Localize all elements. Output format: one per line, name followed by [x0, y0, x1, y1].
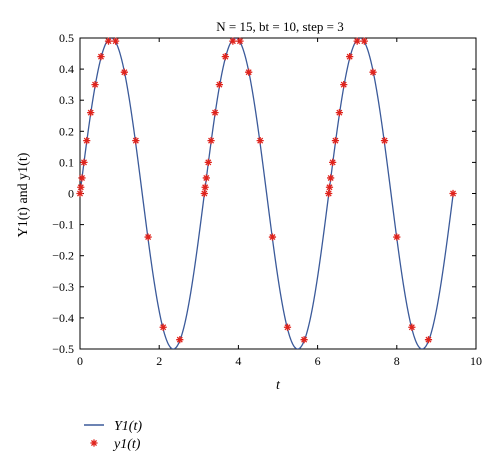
marker-point	[331, 137, 340, 145]
y-tick-label: 0.3	[59, 93, 74, 107]
marker-point	[200, 189, 208, 198]
marker-point	[327, 174, 335, 182]
marker-point	[360, 37, 368, 45]
y-tick-label: −0.2	[52, 249, 74, 263]
chart-title: N = 15, bt = 10, step = 3	[216, 19, 343, 34]
plot-area	[79, 37, 477, 350]
marker-point	[132, 137, 140, 145]
marker-point	[300, 336, 308, 344]
x-axis-label: t	[276, 378, 281, 393]
marker-point	[380, 137, 389, 145]
y-tick-label: 0.4	[59, 62, 74, 76]
marker-point	[236, 37, 244, 45]
x-tick-label: 6	[315, 354, 321, 368]
marker-point	[393, 233, 401, 241]
marker-point	[346, 53, 354, 61]
y-tick-label: −0.5	[52, 342, 74, 356]
marker-point	[144, 233, 152, 241]
marker-point	[104, 37, 113, 45]
legend-star-swatch	[90, 439, 98, 447]
x-tick-label: 10	[470, 354, 482, 368]
marker-point	[207, 137, 215, 145]
marker-point	[159, 323, 167, 331]
y-tick-label: 0.5	[59, 31, 74, 45]
legend: Y1(t) y1(t)	[84, 419, 142, 452]
legend-star-icon	[90, 439, 98, 447]
marker-point	[268, 233, 277, 241]
marker-point	[353, 37, 361, 45]
marker-point	[211, 109, 219, 117]
marker-point	[229, 37, 237, 45]
y-tick-label: −0.4	[52, 311, 74, 325]
marker-point	[83, 137, 91, 145]
marker-point	[325, 189, 333, 198]
marker-point	[340, 81, 348, 89]
y-tick-label: −0.3	[52, 280, 74, 294]
marker-point	[256, 137, 264, 145]
marker-point	[283, 323, 292, 331]
legend-label-markers: y1(t)	[112, 437, 141, 452]
marker-point	[215, 81, 223, 89]
marker-point	[78, 174, 86, 182]
x-tick-label: 4	[235, 354, 241, 368]
marker-point	[221, 53, 229, 61]
series-line-Y1	[80, 38, 454, 349]
marker-point	[76, 189, 84, 198]
marker-point	[87, 109, 95, 117]
x-tick-label: 8	[394, 354, 400, 368]
marker-point	[202, 174, 210, 182]
marker-point	[449, 189, 457, 198]
marker-point	[120, 68, 128, 76]
marker-point	[112, 37, 120, 45]
marker-point	[325, 183, 334, 191]
y-tick-label: −0.1	[52, 218, 74, 232]
marker-point	[369, 68, 377, 76]
marker-point	[77, 183, 85, 191]
y-tick-label: 0.1	[59, 155, 74, 169]
marker-point	[97, 53, 105, 61]
marker-point	[91, 81, 99, 89]
marker-point	[408, 323, 416, 331]
x-tick-label: 0	[77, 354, 83, 368]
marker-point	[176, 336, 184, 344]
marker-point	[201, 183, 209, 191]
marker-point	[335, 109, 343, 117]
legend-label-line: Y1(t)	[114, 419, 142, 434]
marker-point	[329, 158, 337, 166]
x-tick-label: 2	[156, 354, 162, 368]
y-tick-label: 0	[68, 187, 74, 201]
y-tick-label: 0.2	[59, 124, 74, 138]
marker-point	[245, 68, 253, 76]
y-axis-label: Y1(t) and y1(t)	[16, 152, 31, 237]
marker-point	[424, 336, 433, 344]
marker-point	[204, 158, 212, 166]
marker-point	[80, 158, 88, 166]
